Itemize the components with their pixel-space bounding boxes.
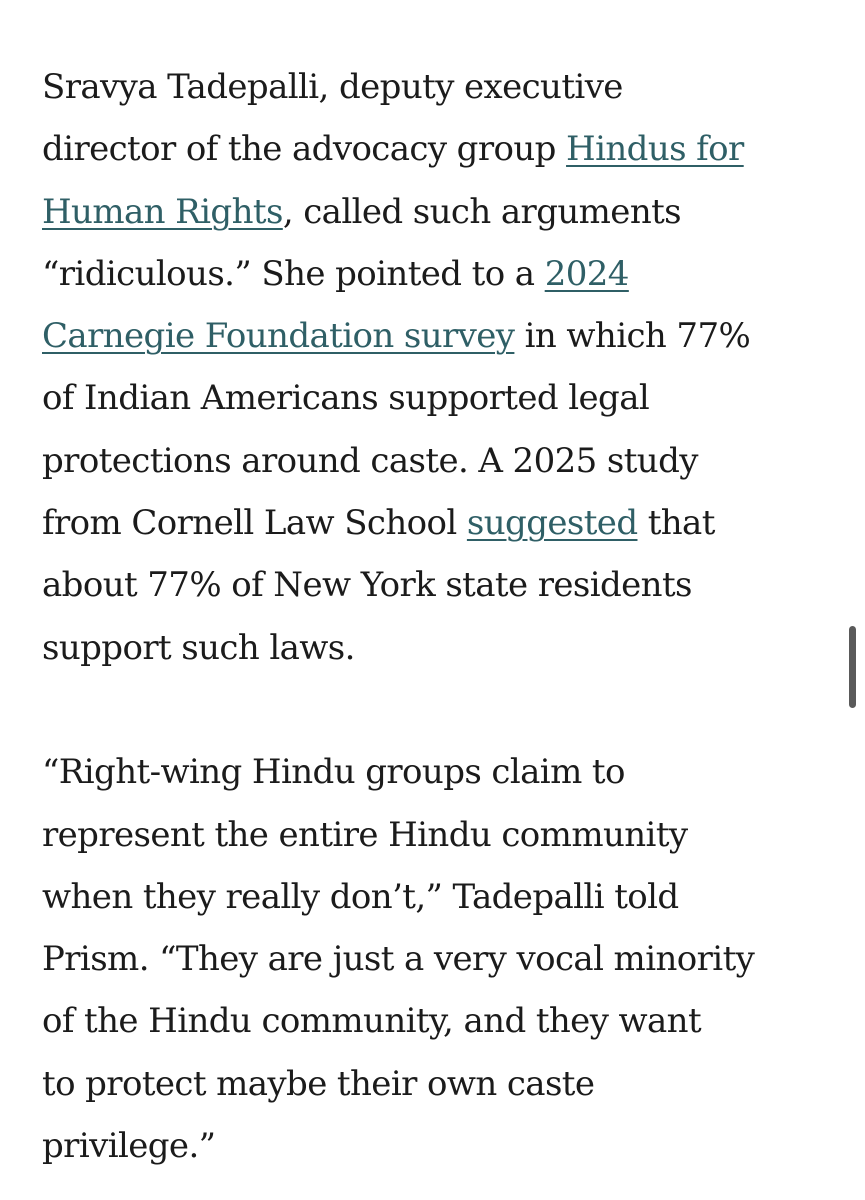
text-line: protections around caste. A 2025 study [42, 440, 698, 481]
paragraph-2: “Right-wing Hindu groups claim to repres… [42, 741, 842, 1177]
text-line: support such laws. [42, 627, 355, 668]
paragraph-1: Sravya Tadepalli, deputy executive direc… [42, 56, 842, 679]
text-line: Sravya Tadepalli, deputy executive [42, 67, 623, 107]
hindus-for-human-rights-link[interactable]: Hindus for [566, 129, 744, 170]
text-line: represent the entire Hindu community [42, 814, 688, 855]
text-line: “Right-wing Hindu groups claim to [42, 752, 625, 793]
text-line: when they really don’t,” Tadepalli told [42, 876, 679, 917]
text-line: of Indian Americans supported legal [42, 378, 650, 419]
text-line: director of the advocacy group Hindus fo… [42, 118, 842, 180]
text-line: Prism. “They are just a very vocal minor… [42, 939, 755, 980]
text-fragment: in which 77% [514, 316, 751, 357]
text-line: from Cornell Law School suggested that [42, 492, 842, 554]
text-fragment: “ridiculous.” She pointed to a [42, 253, 545, 294]
text-fragment: director of the advocacy group [42, 129, 567, 170]
text-fragment: , called such arguments [282, 191, 682, 232]
paragraph-spacer [42, 679, 842, 741]
article-body: Sravya Tadepalli, deputy executive direc… [42, 56, 842, 1177]
text-fragment: from Cornell Law School [42, 503, 467, 544]
text-line: privilege.” [42, 1126, 216, 1167]
text-line: “ridiculous.” She pointed to a 2024 [42, 243, 842, 305]
carnegie-survey-link-continued[interactable]: Carnegie Foundation survey [42, 316, 515, 357]
text-line: to protect maybe their own caste [42, 1063, 595, 1104]
hindus-for-human-rights-link-continued[interactable]: Human Rights [42, 191, 283, 232]
text-line: Carnegie Foundation survey in which 77% [42, 305, 842, 367]
scrollbar-thumb[interactable] [849, 626, 856, 708]
carnegie-survey-link[interactable]: 2024 [544, 253, 630, 294]
text-fragment: that [637, 503, 716, 544]
text-line: of the Hindu community, and they want [42, 1001, 702, 1042]
suggested-link[interactable]: suggested [466, 503, 638, 544]
text-line: about 77% of New York state residents [42, 565, 692, 606]
text-line: Human Rights, called such arguments [42, 181, 842, 243]
